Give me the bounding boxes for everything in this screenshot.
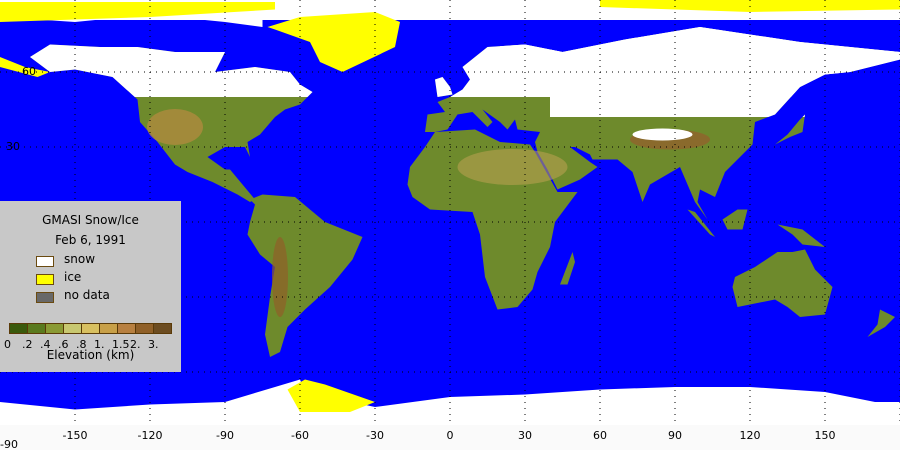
lon-label: 150 — [814, 429, 836, 442]
lon-label: -120 — [137, 429, 163, 442]
ice-swatch — [36, 274, 54, 285]
elevation-tick: .8 — [76, 338, 87, 351]
new-zealand — [867, 309, 895, 337]
elevation-tick: 3. — [148, 338, 159, 351]
legend-title: GMASI Snow/Ice — [42, 213, 139, 227]
legend: GMASI Snow/Ice Feb 6, 1991 snow ice no d… — [0, 201, 181, 372]
borneo — [722, 209, 748, 230]
lon-label: 0 — [446, 429, 454, 442]
madagascar — [560, 252, 575, 285]
elevation-colorbar — [9, 323, 172, 334]
legend-date: Feb 6, 1991 — [55, 233, 126, 247]
colorbar-cell — [64, 324, 82, 333]
weddell-ice — [287, 379, 375, 412]
andes — [272, 237, 288, 317]
colorbar-cell — [82, 324, 100, 333]
map-canvas — [0, 0, 900, 425]
colorbar-cell — [10, 324, 28, 333]
colorbar-cell — [136, 324, 154, 333]
colorbar-cell — [118, 324, 136, 333]
colorbar-cell — [28, 324, 46, 333]
australia — [732, 249, 833, 317]
elevation-label: Elevation (km) — [46, 348, 135, 362]
elevation-tick: 1. — [94, 338, 105, 351]
lon-label: 120 — [739, 429, 761, 442]
lon-label: -60 — [291, 429, 309, 442]
no-data-label: no data — [64, 288, 110, 302]
elevation-tick: .4 — [40, 338, 51, 351]
lon-label: 60 — [593, 429, 607, 442]
snow-swatch — [36, 256, 54, 267]
colorbar-cell — [100, 324, 118, 333]
rockies — [147, 109, 203, 145]
colorbar-cell — [46, 324, 64, 333]
elevation-tick: 0 — [4, 338, 11, 351]
sahara-highland — [457, 149, 568, 185]
lat-label-60: 60 — [22, 65, 36, 78]
ice-label: ice — [64, 270, 82, 284]
arctic-ice-west — [0, 2, 275, 22]
lat-label-minus-90: -90 — [0, 438, 18, 450]
bering-ice — [0, 57, 50, 77]
japan — [775, 114, 805, 145]
lon-label: -30 — [366, 429, 384, 442]
sumatra — [687, 209, 715, 237]
snow-tibet — [632, 128, 693, 141]
elevation-tick: .2 — [22, 338, 33, 351]
elevation-tick: 1.5 — [112, 338, 130, 351]
snow-label: snow — [64, 252, 96, 266]
no-data-swatch — [36, 292, 54, 303]
lon-label: -150 — [62, 429, 88, 442]
new-guinea — [777, 224, 825, 247]
elevation-tick: 2. — [130, 338, 141, 351]
colorbar-cell — [154, 324, 171, 333]
greenland-ice — [267, 12, 400, 72]
lat-label-30: 30 — [6, 140, 20, 153]
elevation-tick: .6 — [58, 338, 69, 351]
south-america — [247, 194, 363, 357]
lon-label: -90 — [216, 429, 234, 442]
lon-label: 90 — [668, 429, 682, 442]
lon-label: 30 — [518, 429, 532, 442]
